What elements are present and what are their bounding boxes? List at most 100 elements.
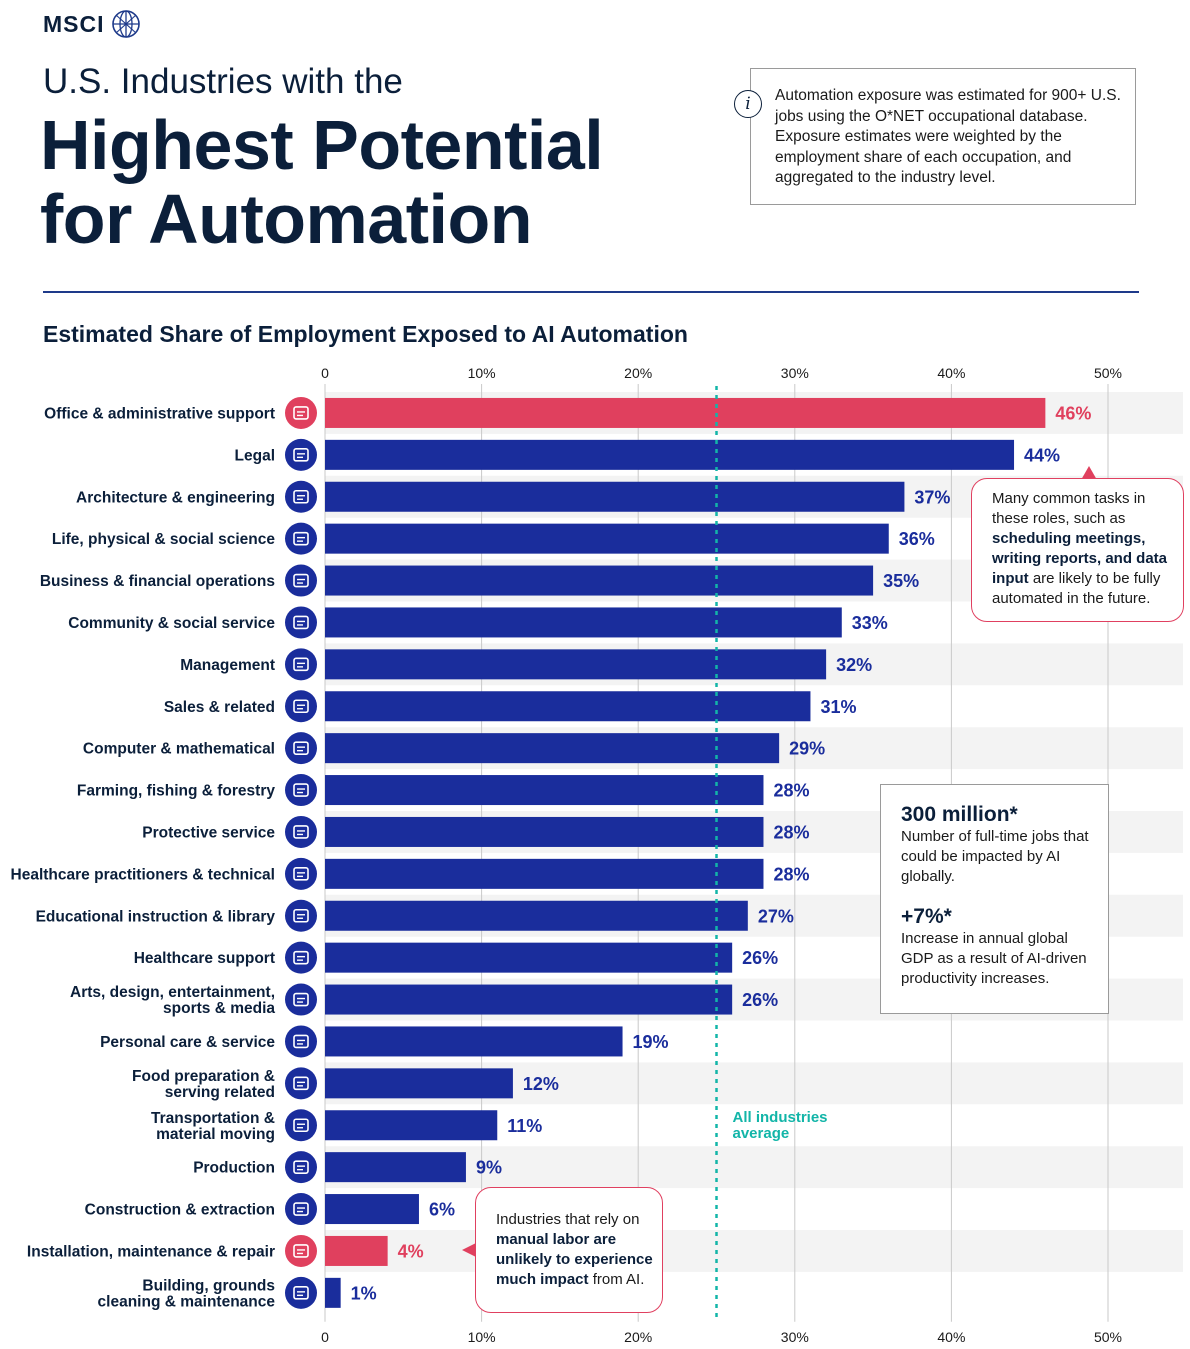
header-divider [43,291,1139,293]
category-label: Production [193,1160,275,1177]
category-label: Life, physical & social science [52,531,276,548]
car-icon [285,1109,317,1142]
bar-value-label: 28% [773,864,809,884]
stat-gdp-value: +7%* [901,905,952,928]
bar-value-label: 4% [398,1241,424,1261]
callout-top-text-end: are likely to be fully automated in the … [992,570,1161,607]
title-line-2: Highest Potential [40,106,604,184]
factory-icon [285,480,317,513]
x-tick-label-bottom: 40% [937,1329,965,1345]
shopping-cart-icon [285,1025,317,1058]
callout-top-pointer [1081,466,1097,480]
x-tick-label-bottom: 50% [1094,1329,1122,1345]
bar [325,733,780,764]
callout-bottom: Industries that rely on manual labor are… [475,1187,663,1313]
warehouse-icon [285,1151,317,1184]
bar-value-label: 11% [507,1116,542,1136]
category-label: Community & social service [68,615,275,632]
stethoscope-icon [285,857,317,890]
robot-arm-icon [285,1234,317,1267]
document-icon [285,648,317,681]
category-label: Arts, design, entertainment, [70,984,275,1001]
category-label: Legal [235,447,275,464]
category-label: Sales & related [164,699,275,716]
bar [325,691,811,722]
category-label: Healthcare support [134,950,275,967]
bar [325,1152,466,1183]
sales-chart-icon [285,690,317,723]
row-band [325,1146,1183,1189]
x-tick-label-top: 30% [781,365,809,381]
x-tick-label-top: 40% [937,365,965,381]
x-tick-label-top: 0 [321,365,329,381]
bar [325,1235,388,1266]
bar-value-label: 36% [899,529,935,549]
row-band [325,1230,1183,1272]
callout-top-bold: scheduling meetings, writing reports, an… [992,530,1168,587]
methodology-text: Automation exposure was estimated for 90… [775,87,1121,186]
bar-value-label: 6% [429,1200,455,1220]
bar [325,984,733,1015]
category-label: Food preparation & [132,1068,275,1085]
bar [325,481,905,512]
people-group-icon [285,522,317,555]
bar [325,858,764,889]
bar-value-label: 46% [1055,403,1091,423]
bar-value-label: 12% [523,1074,559,1094]
callout-bottom-text-end: from AI. [588,1271,645,1288]
bar-value-label: 35% [883,571,919,591]
bar-value-label: 9% [476,1158,502,1178]
x-tick-label-top: 50% [1094,365,1122,381]
bar [325,523,889,554]
bar-value-label: 33% [852,613,888,633]
x-tick-label-bottom: 20% [624,1329,652,1345]
callout-bottom-text: Industries that rely on [496,1211,640,1228]
handshake-icon [285,564,317,597]
title-line-1: U.S. Industries with the [43,62,403,101]
stat-gdp-desc: Increase in annual global GDP as a resul… [901,930,1087,987]
bar-value-label: 26% [742,948,778,968]
x-tick-label-top: 20% [624,365,652,381]
bar [325,1110,498,1141]
bar [325,607,842,638]
category-label-line2: sports & media [163,1000,275,1017]
brand-name: MSCI [43,10,105,37]
bar [325,816,764,847]
bar [325,942,733,973]
category-label: Transportation & [151,1110,275,1127]
callout-bottom-pointer [462,1243,476,1257]
padlock-icon [285,815,317,848]
category-label: Protective service [142,824,275,841]
globe-icon [111,10,140,38]
title-line-3: for Automation [40,180,533,258]
stat-jobs-value: 300 million* [901,803,1018,826]
x-tick-label-top: 10% [468,365,496,381]
average-label-line2: average [733,1125,790,1142]
callout-top-text: Many common tasks in these roles, such a… [992,490,1146,527]
category-label: Construction & extraction [85,1202,275,1219]
trees-icon [285,774,317,807]
category-label: Management [180,657,275,674]
x-tick-label-bottom: 10% [468,1329,496,1345]
office-building-icon [285,396,317,429]
main-title: Highest Potential for Automation [40,106,604,258]
bar-value-label: 19% [633,1032,669,1052]
graduation-cap-icon [285,899,317,932]
buildings-icon [285,1276,317,1309]
gavel-icon [285,438,317,471]
bar-value-label: 1% [351,1283,377,1303]
computer-gear-icon [285,732,317,765]
bar-value-label: 32% [836,655,872,675]
stats-box: 300 million* Number of full-time jobs th… [880,784,1109,1014]
bar-value-label: 28% [773,781,809,801]
worker-icon [285,1193,317,1226]
bar [325,1277,341,1308]
social-worker-icon [285,606,317,639]
bar-value-label: 37% [914,487,950,507]
category-label: Business & financial operations [40,573,275,590]
heart-pulse-icon [285,941,317,974]
average-label-line1: All industries [733,1109,828,1126]
bar [325,1026,623,1057]
bar [325,900,748,931]
